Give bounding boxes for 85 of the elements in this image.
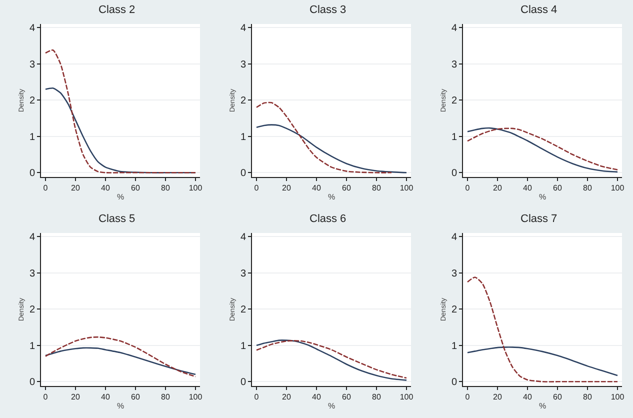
x-tick-label: 100 [610,184,625,193]
x-tick-label: 100 [188,184,203,193]
line-series [466,346,618,376]
y-tick-label: 4 [240,232,246,244]
x-tick-label: 80 [372,184,382,193]
x-tick-label: 80 [161,184,170,193]
y-tick-label: 3 [29,268,36,280]
y-tick-label: 2 [29,96,36,107]
x-tick-label: 20 [493,184,502,193]
x-tick-label: 60 [131,184,140,193]
y-tick-label: 4 [451,23,458,34]
y-tick-label: 3 [451,59,458,70]
y-tick-label: 1 [451,340,458,352]
x-tick-label: 20 [493,392,502,402]
x-tick-label: 0 [465,392,470,402]
line-series [466,276,618,382]
y-tick-label: 2 [451,96,458,107]
y-tick-label: 1 [240,132,246,143]
line-series [44,347,196,376]
x-tick-label: 100 [188,392,203,402]
x-tick-label: 60 [342,184,352,193]
y-tick-label: 1 [240,340,246,352]
x-tick-label: 40 [101,184,110,193]
x-tick-label: 20 [71,184,80,193]
y-tick-label: 4 [240,23,246,34]
x-axis-title: % [116,192,124,202]
x-axis-title: % [538,192,546,202]
x-tick-label: 60 [342,392,352,402]
line-series [44,336,196,378]
line-series [256,124,408,174]
y-tick-label: 0 [240,168,246,180]
y-tick-label: 4 [29,232,36,244]
y-tick-label: 1 [451,132,458,143]
x-tick-label: 80 [583,184,592,193]
x-tick-label: 60 [131,392,140,402]
line-series [256,102,392,174]
x-tick-label: 0 [254,392,260,402]
chart-title: Class 6 [310,212,346,225]
x-tick-label: 40 [523,392,532,402]
y-tick-label: 0 [451,168,458,180]
y-tick-label: 0 [451,377,458,388]
x-tick-label: 40 [312,392,322,402]
chart-title: Class 3 [310,4,346,16]
y-tick-label: 3 [240,59,246,70]
chart-title: Class 2 [98,4,136,16]
x-tick-label: 0 [43,392,48,402]
y-tick-label: 3 [29,59,36,70]
line-series [44,49,196,174]
x-tick-label: 100 [400,184,414,193]
chart-title: Class 4 [520,4,558,16]
x-tick-label: 20 [282,184,292,193]
y-tick-label: 2 [451,304,458,316]
chart-title: Class 7 [520,212,558,225]
y-tick-label: 4 [451,232,458,244]
y-tick-label: 4 [29,23,36,34]
x-tick-label: 80 [583,392,592,402]
y-tick-label: 0 [240,377,246,388]
x-tick-label: 60 [553,184,562,193]
x-tick-label: 40 [312,184,322,193]
x-tick-label: 0 [43,184,48,193]
x-tick-label: 40 [523,184,532,193]
x-tick-label: 0 [465,184,470,193]
x-tick-label: 60 [553,392,562,402]
x-axis-title: % [328,192,336,202]
y-tick-label: 3 [240,268,246,280]
y-tick-label: 3 [451,268,458,280]
y-tick-label: 2 [240,96,246,107]
y-tick-label: 2 [29,304,36,316]
x-tick-label: 80 [372,392,382,402]
x-tick-label: 40 [101,392,110,402]
x-axis-title: % [116,402,124,411]
x-tick-label: 100 [400,392,414,402]
x-tick-label: 0 [254,184,260,193]
y-tick-label: 0 [29,168,36,180]
y-tick-label: 2 [240,304,246,316]
x-axis-title: % [538,402,546,411]
y-tick-label: 1 [29,132,36,143]
x-tick-label: 20 [282,392,292,402]
y-tick-label: 1 [29,340,36,352]
x-tick-label: 80 [161,392,170,402]
x-axis-title: % [328,402,336,411]
y-tick-label: 0 [29,377,36,388]
chart-title: Class 5 [98,212,136,225]
x-tick-label: 20 [71,392,80,402]
x-tick-label: 100 [610,392,625,402]
